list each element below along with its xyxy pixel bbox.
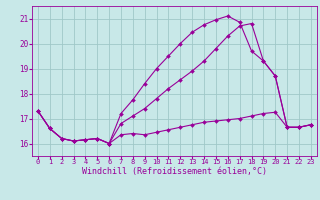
X-axis label: Windchill (Refroidissement éolien,°C): Windchill (Refroidissement éolien,°C) [82, 167, 267, 176]
